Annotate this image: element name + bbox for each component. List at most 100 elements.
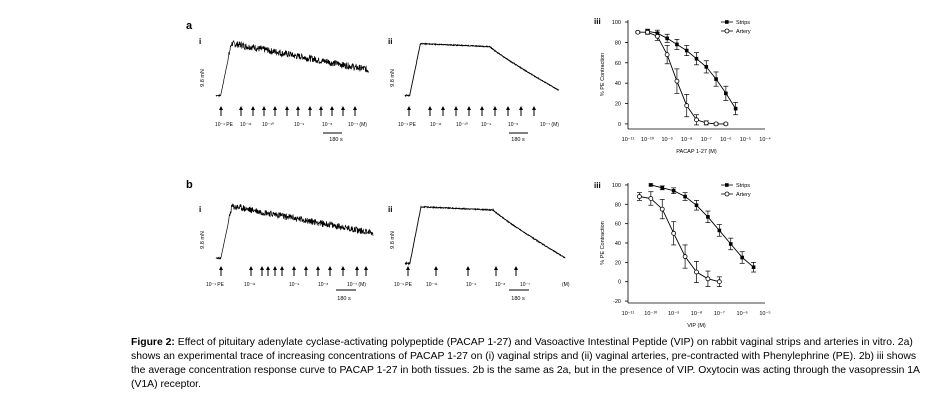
x-tick-label: 10⁻⁷ xyxy=(714,310,725,317)
y-axis-label: % PE Contraction xyxy=(600,221,606,264)
data-point-artery xyxy=(682,254,688,259)
dose-arrowhead xyxy=(514,266,518,270)
dose-arrowhead xyxy=(519,106,523,110)
scale-label-a-ii: 9.8 mN xyxy=(390,69,396,87)
panel-a-label: a xyxy=(186,20,193,32)
legend-label: Strips xyxy=(736,183,750,189)
dose-arrowhead xyxy=(262,106,266,110)
dose-arrowhead xyxy=(296,106,300,110)
dose-label: 10⁻¹ PE xyxy=(215,122,234,128)
x-tick-label: 10⁻⁵ xyxy=(759,310,770,317)
dose-label: 10⁻⁷ (M) xyxy=(347,282,366,288)
data-point-artery xyxy=(637,194,642,199)
a-iii-label: iii xyxy=(594,17,601,26)
x-tick-label: 10⁻⁶ xyxy=(720,136,731,143)
dose-arrowhead xyxy=(239,106,243,110)
dose-arrowhead xyxy=(330,106,334,110)
data-point-artery xyxy=(694,269,699,275)
y-tick-label: -20 xyxy=(613,299,621,305)
dose-arrowhead xyxy=(441,106,445,110)
dose-arrowhead xyxy=(249,266,253,270)
dose-arrowhead xyxy=(280,266,284,270)
data-point-artery xyxy=(664,52,670,58)
x-tick-label: 10⁻⁸ xyxy=(681,136,692,143)
trace-b-i: 10⁻¹ PE 10⁻¹¹ 10⁻⁹ 10⁻⁸ 10⁻⁷ (M) xyxy=(206,203,374,288)
data-point-artery xyxy=(674,78,680,84)
data-point-strips xyxy=(694,56,699,61)
y-tick-label: 60 xyxy=(615,222,621,228)
x-tick-label: 10⁻¹¹ xyxy=(622,137,635,143)
data-point-artery xyxy=(684,103,690,108)
data-point-artery xyxy=(648,196,654,201)
b-iii-label: iii xyxy=(594,181,601,190)
data-point-strips xyxy=(665,36,669,41)
dose-label: 10⁻¹ PE xyxy=(206,282,225,288)
x-tick-label: 10⁻⁷ xyxy=(701,136,712,143)
data-point-artery xyxy=(713,121,719,127)
data-point-strips xyxy=(751,265,756,269)
dose-arrowhead xyxy=(493,106,497,110)
trace-line xyxy=(215,203,374,260)
figure-caption: Figure 2: Effect of pituitary adenylate … xyxy=(131,336,931,392)
dose-label: 10⁻⁷ (M) xyxy=(348,122,367,128)
b-ii-label: ii xyxy=(388,205,392,214)
time-label-b-ii: 180 s xyxy=(511,296,525,302)
dose-arrowhead xyxy=(219,106,223,110)
data-point-strips xyxy=(717,228,722,233)
dose-arrowhead xyxy=(308,106,312,110)
dose-arrowhead xyxy=(353,106,357,110)
x-tick-label: 10⁻⁹ xyxy=(668,310,679,317)
trace-line xyxy=(404,205,566,266)
panel-b-label: b xyxy=(186,179,193,191)
legend-marker xyxy=(725,183,729,187)
series-line-strips xyxy=(650,184,754,268)
a-ii-label: ii xyxy=(388,37,392,46)
trace-line xyxy=(404,42,560,98)
y-tick-label: 0 xyxy=(618,280,621,286)
y-tick-label: 100 xyxy=(612,183,621,189)
dose-label: 10⁻⁹ xyxy=(481,122,491,128)
scale-label-b-i: 9.8 mN xyxy=(200,231,206,249)
figure-canvas: a b i ii iii i ii iii 10⁻¹ PE 10⁻¹¹ 10⁻¹⁰ 1… xyxy=(186,17,771,329)
dose-arrowhead xyxy=(273,266,277,270)
dose-label: 10⁻⁹ xyxy=(294,122,304,128)
data-point-artery xyxy=(654,33,660,39)
dose-label: (M) xyxy=(562,282,570,288)
data-point-strips xyxy=(660,186,665,190)
x-tick-label: 10⁻⁵ xyxy=(740,136,751,143)
data-point-strips xyxy=(694,203,699,208)
legend-label: Artery xyxy=(736,29,751,35)
data-point-strips xyxy=(675,42,679,47)
dose-arrowhead xyxy=(266,266,270,270)
dose-arrowhead xyxy=(273,106,277,110)
a-i-label: i xyxy=(199,37,201,46)
time-label-a-i: 180 s xyxy=(329,137,343,143)
y-axis-label: % PE Contraction xyxy=(600,53,606,96)
data-point-strips xyxy=(706,215,710,219)
legend-marker xyxy=(724,191,730,197)
time-label-a-ii: 180 s xyxy=(511,137,525,143)
dose-arrowhead xyxy=(260,266,264,270)
data-point-strips xyxy=(704,65,709,69)
x-tick-label: 10⁻⁶ xyxy=(737,310,748,317)
x-tick-label: 10⁻⁸ xyxy=(691,310,702,317)
dose-label: 10⁻¹¹ xyxy=(240,122,252,128)
y-tick-label: 20 xyxy=(615,260,621,266)
scale-label-a-i: 9.8 mN xyxy=(200,69,206,87)
y-tick-label: 0 xyxy=(618,122,621,128)
dose-label: 10⁻⁸ xyxy=(495,282,505,288)
legend-marker xyxy=(725,20,729,24)
y-tick-label: 40 xyxy=(615,241,621,247)
b-i-label: i xyxy=(199,205,201,214)
x-tick-label: 10⁻¹⁰ xyxy=(644,310,658,317)
y-tick-label: 60 xyxy=(615,61,621,67)
dose-arrowhead xyxy=(341,266,345,270)
legend-marker xyxy=(724,28,730,34)
dose-arrowhead xyxy=(328,266,332,270)
x-tick-label: 10⁻¹⁰ xyxy=(641,136,655,143)
x-tick-label: 10⁻⁹ xyxy=(661,136,672,143)
dose-arrowhead xyxy=(304,266,308,270)
dose-arrowhead xyxy=(454,106,458,110)
trace-a-i: 10⁻¹ PE 10⁻¹¹ 10⁻¹⁰ 10⁻⁹ 10⁻⁸ 10⁻⁷ (M) xyxy=(215,40,370,128)
trace-a-ii: 10⁻¹ PE 10⁻¹¹ 10⁻¹⁰ 10⁻⁹ 10⁻⁸ 10⁻⁷ (M) xyxy=(398,42,560,128)
